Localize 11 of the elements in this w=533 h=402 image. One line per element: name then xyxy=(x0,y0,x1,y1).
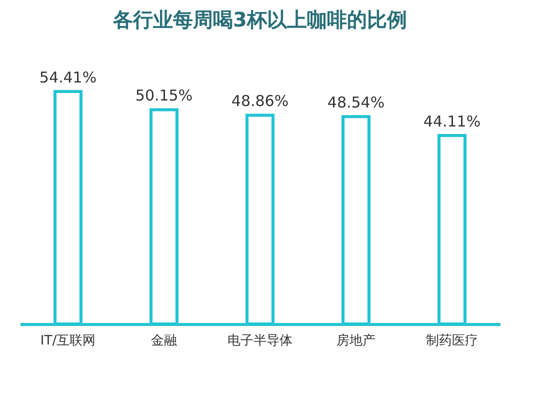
x-tick-label: 制药医疗 xyxy=(426,334,478,348)
data-label: 54.41% xyxy=(39,68,97,87)
data-label: 48.86% xyxy=(231,92,289,110)
data-label: 44.11% xyxy=(423,112,481,131)
data-label: 50.15% xyxy=(135,86,193,105)
chart-title: 各行业每周喝3杯以上咖啡的比例 xyxy=(112,8,407,32)
x-tick-label: 电子半导体 xyxy=(228,334,292,348)
x-tick-label: IT/互联网 xyxy=(40,334,96,348)
x-tick-label: 房地产 xyxy=(336,332,376,348)
x-tick-label: 金融 xyxy=(151,334,177,348)
data-label: 48.54% xyxy=(327,94,385,112)
